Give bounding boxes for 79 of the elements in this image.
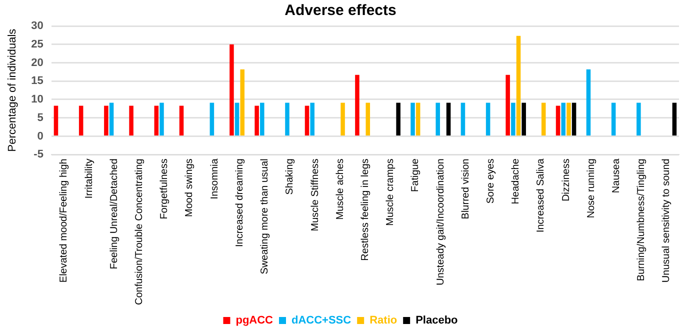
bar — [396, 102, 400, 136]
y-tick-label: 15 — [31, 75, 44, 88]
bar — [355, 74, 360, 136]
bar — [566, 102, 571, 136]
x-tick-label: Sore eyes — [485, 158, 496, 204]
chart-title: Adverse effects — [284, 2, 396, 20]
x-tick-label: Irritability — [84, 158, 95, 199]
bar — [366, 102, 370, 136]
x-tick-label: Increased Saliva — [536, 158, 547, 233]
legend-label: Ratio — [370, 314, 398, 327]
bar — [636, 102, 641, 136]
x-tick-label: Mood swings — [184, 158, 196, 217]
bar — [254, 106, 259, 136]
x-tick-label: Sweating more than usual — [260, 158, 271, 274]
bar — [340, 102, 345, 136]
bar — [78, 106, 84, 136]
legend-label: Placebo — [416, 314, 458, 327]
x-tick-label: Nausea — [610, 158, 622, 194]
bar — [416, 102, 420, 136]
x-tick-label: Nose running — [586, 158, 597, 218]
bar — [109, 102, 114, 136]
bar — [522, 102, 526, 136]
bar — [460, 102, 466, 136]
bar — [436, 102, 440, 136]
x-tick-label: Muscle cramps — [385, 158, 396, 226]
bar — [506, 74, 510, 136]
y-axis-title: Percentage of individuals — [6, 28, 19, 152]
bar — [160, 102, 164, 136]
bar — [586, 69, 591, 136]
bar — [54, 106, 58, 136]
bar — [210, 102, 214, 136]
bar — [310, 102, 314, 136]
bar — [561, 102, 566, 136]
bar — [446, 102, 451, 136]
y-tick-label: -5 — [34, 148, 44, 161]
bar — [611, 102, 616, 136]
x-tick-label: Feeling Unreal/Detached — [108, 158, 120, 270]
bar — [129, 106, 134, 136]
bar — [240, 69, 245, 136]
x-tick-label: Insomnia — [209, 158, 220, 200]
bar — [154, 106, 159, 136]
x-tick-label: Restless feeling in legs — [360, 158, 371, 261]
y-tick-label: 5 — [37, 112, 44, 124]
x-tick-label: Muscle aches — [334, 158, 346, 220]
bar — [304, 106, 310, 136]
y-tick-label: 10 — [31, 94, 44, 106]
x-tick-label: Forgetfulness — [159, 158, 170, 220]
bar — [541, 102, 546, 136]
bar — [234, 102, 240, 136]
bar — [104, 106, 108, 136]
bar — [516, 36, 521, 136]
bar — [230, 44, 234, 136]
legend-label: pgACC — [236, 314, 274, 327]
y-tick-label: 30 — [31, 20, 44, 32]
bar — [556, 106, 560, 136]
legend-label: dACC+SSC — [291, 314, 352, 327]
x-tick-label: Increased dreaming — [234, 158, 246, 248]
bar — [486, 102, 490, 136]
x-tick-label: Headache — [510, 158, 522, 204]
bar — [672, 102, 677, 136]
bar — [260, 102, 264, 136]
bar — [511, 102, 516, 136]
x-tick-label: Burning/Numbness/Tingling — [636, 158, 648, 282]
y-tick-label: 0 — [37, 130, 44, 142]
bar — [285, 102, 290, 136]
x-tick-label: Dizziness — [560, 158, 572, 202]
bar — [410, 102, 415, 136]
x-tick-label: Blurred vision — [460, 158, 472, 220]
x-tick-label: Shaking — [284, 158, 296, 195]
bar — [179, 106, 184, 136]
y-tick-label: 20 — [31, 56, 44, 69]
x-tick-label: Unsteady gait/Incoordination — [435, 158, 446, 286]
y-tick-label: 25 — [31, 38, 44, 50]
x-tick-label: Unusual sensitivity to sound — [661, 158, 672, 283]
x-tick-label: Confusion/Trouble Concentrating — [134, 158, 146, 306]
x-tick-label: Elevated mood/Feeling high — [58, 158, 70, 283]
x-tick-label: Fatigue — [410, 158, 422, 192]
x-tick-label: Muscle Stiffness — [310, 158, 321, 232]
bar — [572, 102, 576, 136]
